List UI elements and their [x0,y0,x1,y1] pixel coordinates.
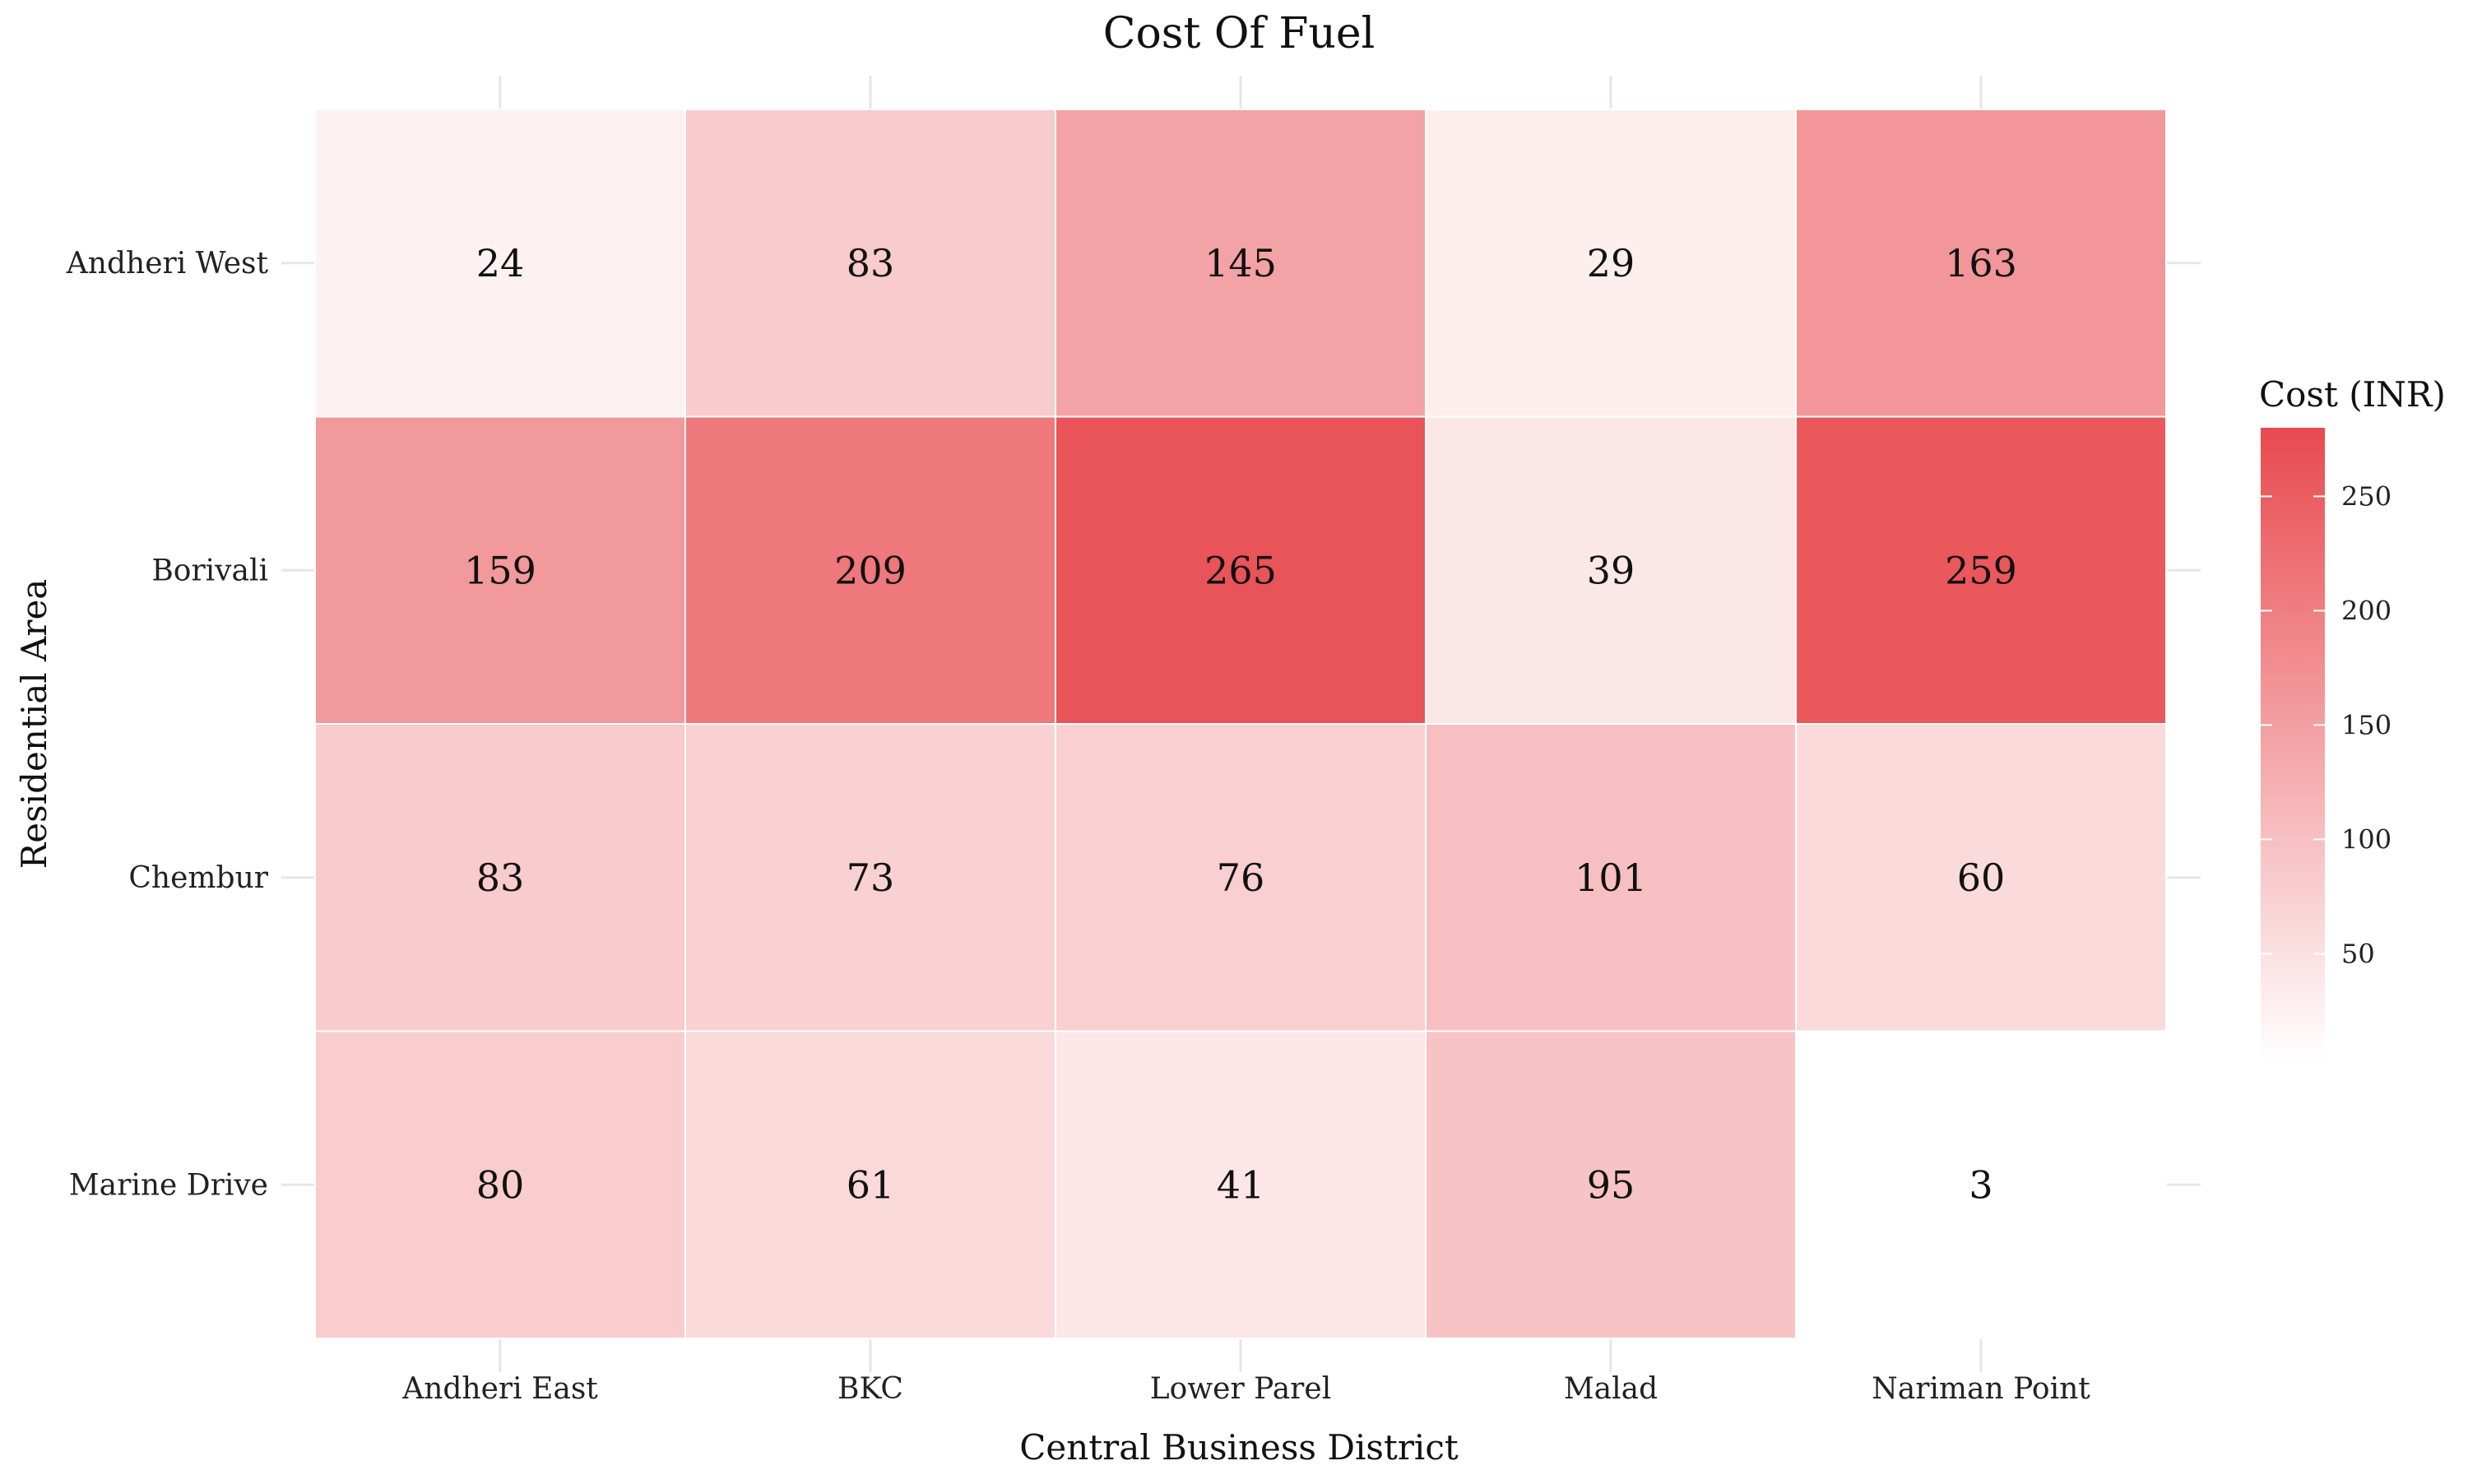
y-tick-label: Andheri West [66,247,269,281]
cell-value-label: 73 [847,856,895,900]
legend-tick-label: 100 [2341,823,2391,855]
cell-value-label: 24 [476,241,525,285]
cell-value-label: 145 [1204,241,1277,285]
cell-value-label: 60 [1957,856,2006,900]
cell-value-label: 265 [1204,548,1277,592]
heatmap-cell [1425,1030,1797,1339]
legend-tick-label: 150 [2341,709,2391,740]
cell-value-label: 80 [476,1162,525,1207]
y-axis-title: Residential Area [14,579,54,870]
y-tick-label: Marine Drive [69,1168,268,1202]
x-axis-title: Central Business District [1019,1427,1459,1468]
cell-value-label: 39 [1587,548,1635,592]
cell-value-label: 209 [834,548,907,592]
legend-tick-label: 250 [2341,480,2391,512]
cell-value-label: 259 [1945,548,2017,592]
cell-value-label: 101 [1575,856,1647,900]
heatmap-cell [314,1030,686,1339]
heatmap-cell [684,109,1056,418]
heatmap-cell [1795,1030,2167,1339]
cell-value-label: 61 [847,1162,895,1207]
heatmap-cell [1055,109,1427,418]
heatmap-cell [1795,415,2167,725]
x-tick-label: Andheri East [401,1372,598,1406]
heatmap-cell [1795,109,2167,418]
cell-value-label: 41 [1217,1162,1265,1207]
cell-value-label: 83 [847,241,895,285]
cell-value-label: 29 [1587,241,1635,285]
heatmap-cell [1055,415,1427,725]
heatmap-cell [1795,723,2167,1032]
x-tick-label: Lower Parel [1150,1372,1331,1406]
legend-title: Cost (INR) [2259,374,2446,415]
cell-value-label: 159 [464,548,536,592]
heatmap-cell [314,109,686,418]
x-tick-label: BKC [837,1372,903,1406]
cell-value-label: 3 [1969,1162,1992,1207]
heatmap-cell [684,415,1056,725]
heatmap-cell [1425,415,1797,725]
heatmap-cell [684,1030,1056,1339]
y-tick-label: Chembur [128,861,268,895]
legend-colorbar [2261,428,2325,1061]
heatmap-cell [684,723,1056,1032]
heatmap-cell [1055,723,1427,1032]
cell-value-label: 163 [1945,241,2017,285]
legend-tick-label: 50 [2341,938,2375,969]
cell-value-label: 76 [1217,856,1265,900]
heatmap-cell [1425,109,1797,418]
x-tick-label: Nariman Point [1872,1372,2090,1406]
heatmap-cell [1055,1030,1427,1339]
chart-title: Cost Of Fuel [1103,9,1375,58]
heatmap-cell [314,723,686,1032]
cell-value-label: 83 [476,856,525,900]
x-tick-label: Malad [1564,1372,1658,1406]
y-tick-label: Borivali [151,554,268,587]
legend-tick-label: 200 [2341,595,2391,626]
heatmap-cell [1425,723,1797,1032]
cell-value-label: 95 [1587,1162,1635,1207]
